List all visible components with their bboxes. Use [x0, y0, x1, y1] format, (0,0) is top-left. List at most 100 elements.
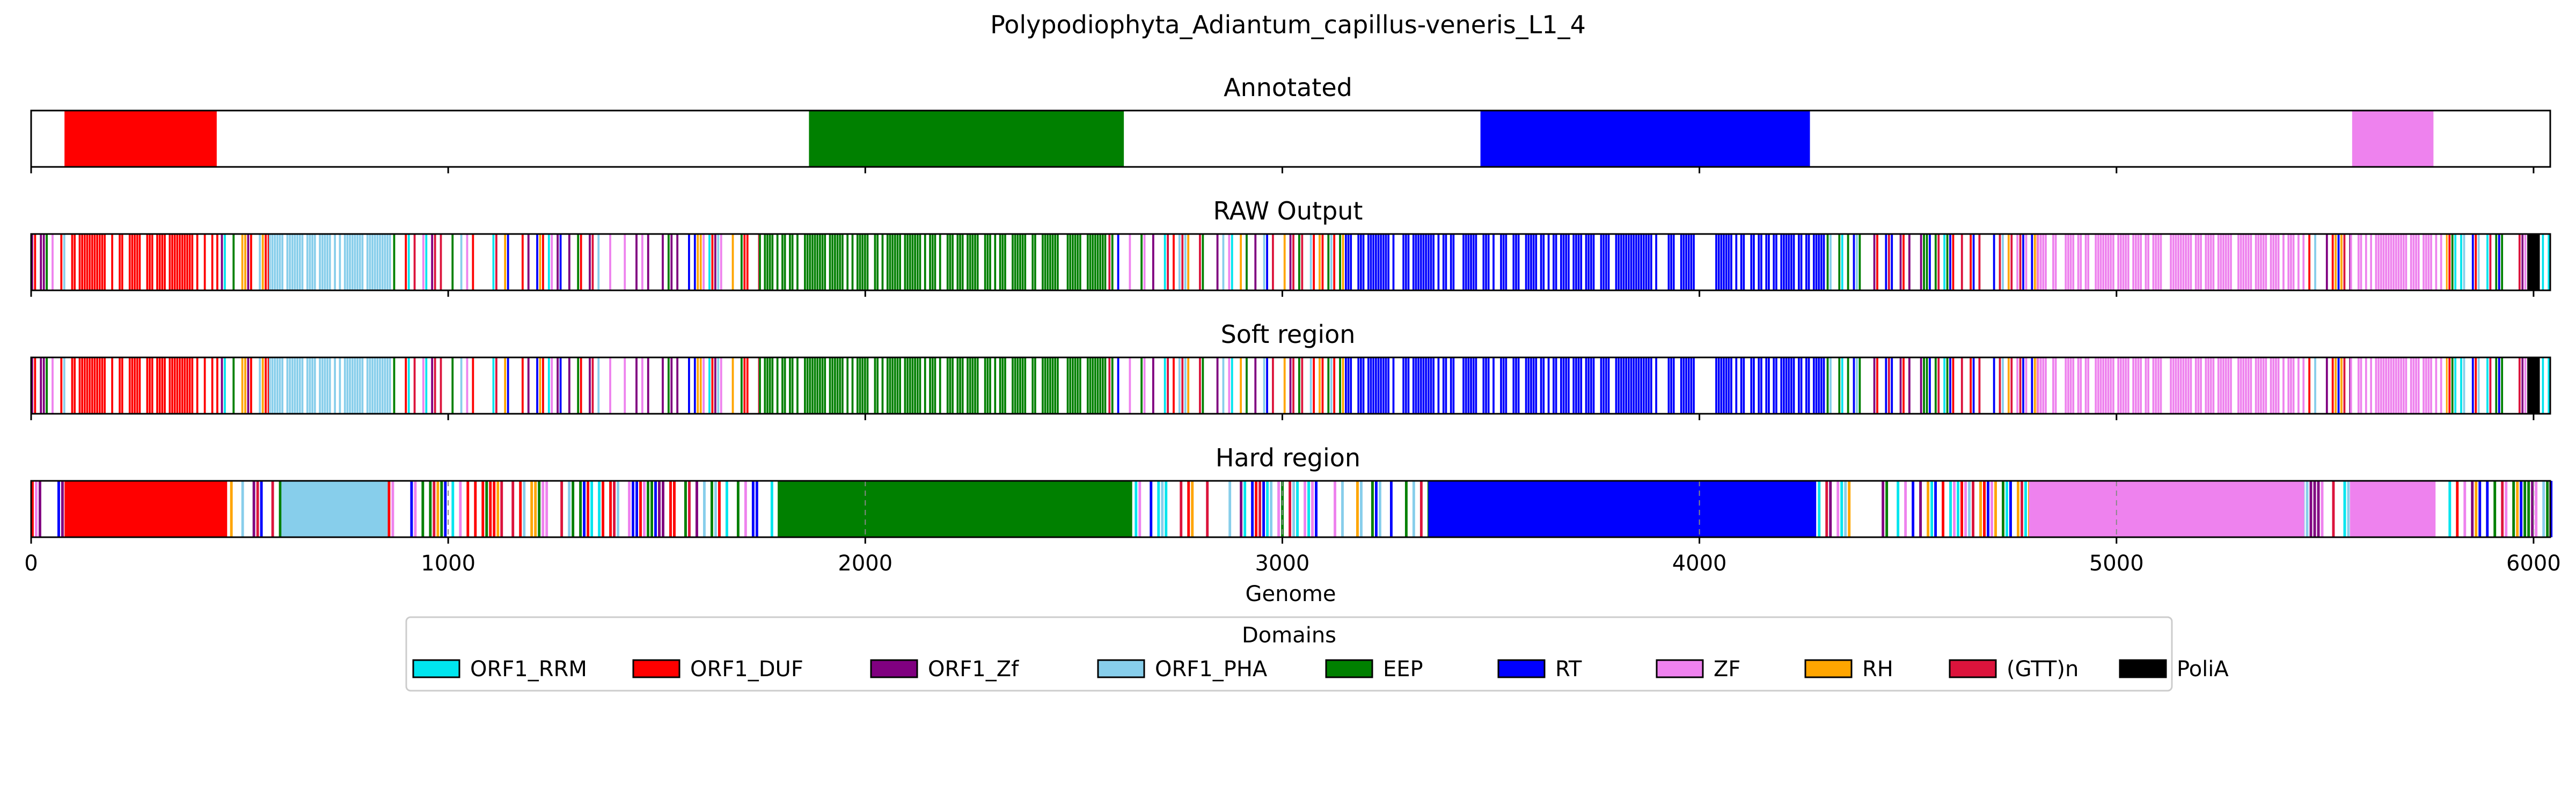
noise-stripe-raw-output [247, 234, 250, 290]
segment-rt-soft-region-stripe [1502, 357, 1505, 414]
noise-stripe-hard-region [391, 481, 394, 537]
segment-rt-raw-output-stripe [1715, 234, 1717, 290]
segment-rt-raw-output-stripe [1635, 234, 1637, 290]
noise-stripe-hard-region [696, 481, 698, 537]
segment-zf-soft-region-stripe [2054, 357, 2057, 414]
segment-rt-raw-output-stripe [1587, 234, 1590, 290]
segment-zf-raw-output-stripe [2277, 234, 2280, 290]
segment-orf1-pha-raw-output-stripe [354, 234, 356, 290]
noise-stripe-raw-output [52, 234, 54, 290]
noise-stripe-raw-output [662, 234, 664, 290]
noise-stripe-hard-region [710, 481, 713, 537]
segment-orf1-pha-raw-output-stripe [276, 234, 279, 290]
segment-zf-soft-region-stripe [2157, 357, 2160, 414]
segment-rt-soft-region-stripe [1370, 357, 1372, 414]
segment-eep-soft-region-stripe [974, 357, 976, 414]
segment-eep-soft-region-stripe [809, 357, 811, 414]
noise-stripe-soft-region [731, 357, 734, 414]
segment-rt-soft-region-stripe [1823, 357, 1825, 414]
segment-eep-soft-region-stripe [1044, 357, 1046, 414]
segment-rt-soft-region-stripe [1575, 357, 1577, 414]
segment-rt-annotated [1480, 111, 1810, 167]
segment-rt-soft-region-stripe [1720, 357, 1723, 414]
noise-stripe-hard-region [617, 481, 620, 537]
segment-rt-soft-region-stripe [1425, 357, 1427, 414]
noise-stripe-raw-output [1216, 234, 1219, 290]
noise-stripe-soft-region [2337, 357, 2340, 414]
segment-orf1-pha-raw-output-stripe [369, 234, 371, 290]
segment-eep-raw-output-stripe [819, 234, 821, 290]
noise-stripe-soft-region [63, 357, 65, 414]
noise-stripe-soft-region [1184, 357, 1187, 414]
noise-stripe-soft-region [2521, 357, 2524, 414]
segment-orf1-duf-raw-output-stripe [188, 234, 191, 290]
noise-stripe-hard-region [1360, 481, 1363, 537]
segment-orf1-duf-raw-output-base [68, 234, 217, 290]
segment-orf1-duf-raw-output-stripe [169, 234, 171, 290]
noise-stripe-soft-region [2501, 357, 2504, 414]
segment-zf-raw-output-stripe [2395, 234, 2397, 290]
segment-orf1-pha-soft-region-stripe [271, 357, 274, 414]
segment-rt-raw-output-stripe [1385, 234, 1387, 290]
noise-stripe-hard-region [534, 481, 537, 537]
segment-orf1-pha-soft-region-stripe [346, 357, 349, 414]
segment-rt-raw-output-stripe [1432, 234, 1435, 290]
segment-zf-soft-region-stripe [2400, 357, 2402, 414]
segment-rt-raw-output-stripe [1792, 234, 1795, 290]
ticks-raw-output [30, 290, 2535, 297]
segment-zf-soft-region-stripe [2147, 357, 2150, 414]
noise-stripe-soft-region [1858, 357, 1861, 414]
segment-rt-soft-region-stripe [1525, 357, 1527, 414]
segment-zf-soft-region-stripe [2245, 357, 2247, 414]
segment-zf-soft-region-stripe [2132, 357, 2135, 414]
noise-stripe-soft-region [1309, 357, 1312, 414]
segment-eep-raw-output-stripe [894, 234, 896, 290]
noise-stripe-soft-region [1841, 357, 1843, 414]
segment-orf1-pha-raw-output-stripe [271, 234, 274, 290]
noise-stripe-hard-region [1885, 481, 1889, 537]
segment-eep-soft-region-stripe [811, 357, 814, 414]
segment-rt-raw-output-stripe [1667, 234, 1670, 290]
noise-stripe-raw-output [635, 234, 638, 290]
segment-rt-raw-output-stripe [1765, 234, 1768, 290]
ticks-hard-region [30, 537, 2535, 544]
segment-rt-raw-output-stripe [1555, 234, 1557, 290]
noise-stripe-soft-region [1167, 357, 1169, 414]
segment-rt-raw-output-stripe [1437, 234, 1440, 290]
segment-orf1-pha-soft-region-stripe [326, 357, 328, 414]
panel-title-soft-region: Soft region [1221, 320, 1356, 349]
noise-stripe-hard-region [2531, 481, 2534, 537]
segment-eep-soft-region-stripe [999, 357, 1001, 414]
segment-zf-raw-output-stripe [2095, 234, 2097, 290]
segment-rt-raw-output-stripe [1693, 234, 1695, 290]
noise-stripe-raw-output [46, 234, 48, 290]
segment-rt-raw-output-stripe [1580, 234, 1583, 290]
segment-zf-soft-region-stripe [2194, 357, 2197, 414]
segment-eep-soft-region-stripe [834, 357, 836, 414]
segment-zf-raw-output-stripe [2194, 234, 2197, 290]
noise-stripe-hard-region [451, 481, 455, 537]
noise-stripe-hard-region [560, 481, 564, 537]
noise-stripe-soft-region [1937, 357, 1940, 414]
segment-zf-raw-output-stripe [2382, 234, 2385, 290]
segment-zf-soft-region-stripe [2197, 357, 2200, 414]
segment-rt-soft-region-stripe [1372, 357, 1375, 414]
segment-rt-raw-output-stripe [1723, 234, 1725, 290]
segment-eep-raw-output-stripe [919, 234, 921, 290]
segment-eep-soft-region-stripe [866, 357, 869, 414]
segment-rt-raw-output-stripe [1648, 234, 1650, 290]
noise-stripe-soft-region [1946, 357, 1949, 414]
segment-rt-soft-region-stripe [1693, 357, 1695, 414]
noise-stripe-soft-region [2025, 357, 2028, 414]
noise-stripe-hard-region [2024, 481, 2027, 537]
segment-rt-soft-region-stripe [1723, 357, 1725, 414]
segment-zf-soft-region-stripe [2105, 357, 2107, 414]
segment-zf-raw-output-stripe [2190, 234, 2192, 290]
segment-rt-soft-region-stripe [1517, 357, 1520, 414]
noise-stripe-raw-output [1240, 234, 1242, 290]
noise-stripe-raw-output [1178, 234, 1181, 290]
noise-stripe-raw-output [1228, 234, 1231, 290]
panel-annotated: Annotated [30, 73, 2551, 173]
noise-stripe-soft-region [1173, 357, 1175, 414]
segment-eep-soft-region-stripe [771, 357, 774, 414]
